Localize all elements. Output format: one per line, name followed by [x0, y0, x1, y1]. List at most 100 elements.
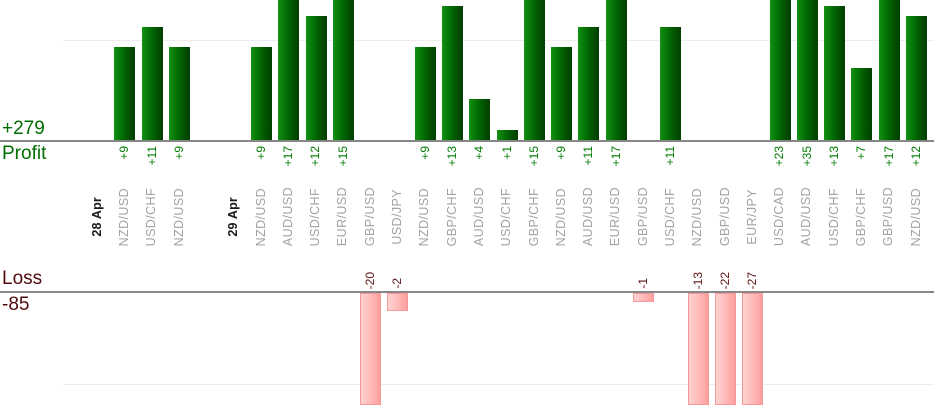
chart-slot: [548, 0, 575, 140]
profit-bar-nzd-usd[interactable]: [551, 47, 573, 140]
chart-slot: [111, 260, 138, 289]
loss-bar-gbp-usd[interactable]: [714, 293, 736, 405]
chart-slot: [275, 260, 302, 289]
symbol-label: GBP/USD: [717, 187, 732, 247]
profit-bar-nzd-usd[interactable]: [250, 47, 272, 140]
chart-slot: [521, 293, 548, 406]
chart-slot: [412, 293, 439, 406]
chart-slot: [466, 260, 493, 289]
profit-bar-gbp-usd[interactable]: [878, 0, 900, 140]
loss-bar-nzd-usd[interactable]: [687, 293, 709, 405]
chart-slot: [794, 260, 821, 289]
profit-value-label: +13: [444, 146, 459, 167]
symbol-label: EUR/USD: [608, 187, 623, 247]
symbol-label: AUD/USD: [581, 187, 596, 247]
profit-value-label: +11: [663, 146, 678, 166]
profit-bar-usd-chf[interactable]: [660, 27, 682, 140]
profit-axis-label: Profit: [2, 143, 47, 164]
profit-bar-usd-chf[interactable]: [496, 130, 518, 140]
symbol-label: USD/CHF: [663, 187, 677, 247]
symbol-label: GBP/CHF: [444, 187, 459, 247]
chart-slot: -1: [630, 260, 657, 289]
profit-bar-gbp-chf[interactable]: [523, 0, 545, 140]
chart-slot: [630, 0, 657, 140]
chart-slot: [603, 0, 630, 140]
date-label: 28 Apr: [89, 197, 104, 237]
profit-bar-aud-usd[interactable]: [578, 27, 600, 140]
chart-slot: [466, 0, 493, 140]
chart-slot: [248, 260, 275, 289]
chart-slot: [412, 0, 439, 140]
chart-slot: [603, 293, 630, 406]
chart-slot: NZD/USD: [412, 181, 439, 253]
profit-bar-nzd-usd[interactable]: [114, 47, 136, 140]
profit-bar-aud-usd[interactable]: [469, 99, 491, 140]
loss-bars-row: [84, 293, 930, 406]
chart-slot: 29 Apr: [220, 181, 247, 253]
chart-slot: [439, 293, 466, 406]
profit-bar-usd-chf[interactable]: [141, 27, 163, 140]
chart-slot: [493, 260, 520, 289]
chart-slot: NZD/USD: [548, 181, 575, 253]
symbol-label: GBP/USD: [881, 187, 896, 247]
chart-slot: [275, 0, 302, 140]
chart-slot: [302, 0, 329, 140]
chart-slot: EUR/USD: [330, 181, 357, 253]
profit-bar-usd-chf[interactable]: [824, 6, 846, 140]
chart-slot: GBP/CHF: [848, 181, 875, 253]
symbol-label: USD/JPY: [390, 189, 405, 245]
chart-slot: [166, 260, 193, 289]
symbol-labels-row: 28 Apr NZD/USD USD/CHF NZD/USD 29 Apr NZD/USD…: [84, 181, 930, 253]
chart-slot: [139, 260, 166, 289]
chart-slot: -13: [685, 260, 712, 289]
profit-bar-eur-usd[interactable]: [332, 0, 354, 140]
loss-bar-gbp-usd[interactable]: [360, 293, 382, 405]
loss-bar-usd-jpy[interactable]: [387, 293, 409, 311]
profit-bar-nzd-usd[interactable]: [169, 47, 191, 140]
profit-value-label: +1: [499, 146, 514, 160]
symbol-label: GBP/CHF: [526, 187, 541, 247]
chart-slot: [111, 0, 138, 140]
profit-bar-aud-usd[interactable]: [796, 0, 818, 140]
chart-slot: [876, 293, 903, 406]
chart-slot: [766, 260, 793, 289]
profit-bar-nzd-usd[interactable]: [906, 16, 928, 140]
profit-total: +279: [2, 118, 45, 139]
chart-slot: 28 Apr: [84, 181, 111, 253]
profit-value-label: +35: [799, 146, 814, 167]
symbol-label: GBP/USD: [635, 187, 650, 247]
profit-bar-eur-usd[interactable]: [605, 0, 627, 140]
profit-value-label: +9: [554, 146, 569, 160]
chart-slot: [275, 293, 302, 406]
symbol-label: USD/CHF: [144, 187, 159, 247]
chart-slot: [712, 0, 739, 140]
chart-slot: [220, 0, 247, 140]
profit-bar-usd-cad[interactable]: [769, 0, 791, 140]
loss-value-labels-row: -20 -2 -1 -13 -22 -27: [84, 260, 930, 289]
loss-bar-gbp-usd[interactable]: [633, 293, 655, 302]
chart-slot: [575, 293, 602, 406]
loss-gridline: [63, 384, 934, 385]
profit-bar-aud-usd[interactable]: [278, 0, 300, 140]
chart-slot: [521, 260, 548, 289]
chart-slot: NZD/USD: [166, 181, 193, 253]
profit-bar-gbp-chf[interactable]: [851, 68, 873, 140]
chart-slot: GBP/CHF: [521, 181, 548, 253]
chart-slot: [876, 260, 903, 289]
symbol-label: NZD/USD: [553, 187, 568, 247]
chart-slot: USD/CHF: [657, 181, 684, 253]
chart-slot: [384, 0, 411, 140]
chart-slot: AUD/USD: [794, 181, 821, 253]
symbol-label: NZD/USD: [253, 187, 268, 247]
loss-value-label: -27: [745, 271, 760, 289]
loss-bar-eur-jpy[interactable]: [742, 293, 764, 405]
profit-bar-nzd-usd[interactable]: [414, 47, 436, 140]
profit-bar-gbp-chf[interactable]: [442, 6, 463, 140]
profit-bar-usd-chf[interactable]: [305, 16, 327, 140]
symbol-label: NZD/USD: [117, 187, 132, 247]
chart-slot: [439, 0, 466, 140]
profit-value-label: +12: [908, 146, 923, 167]
chart-slot: AUD/USD: [575, 181, 602, 253]
chart-slot: USD/CAD: [766, 181, 793, 253]
